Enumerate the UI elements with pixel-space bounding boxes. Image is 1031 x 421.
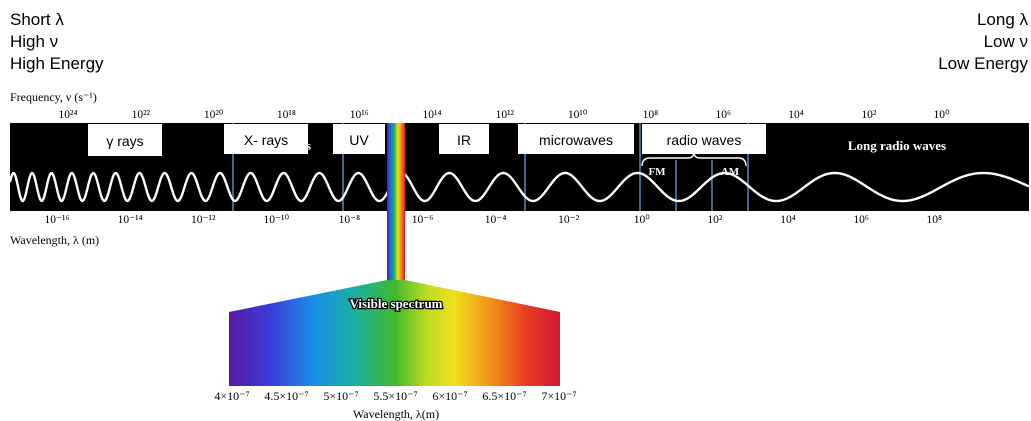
wavelength-tick-6: 10⁻⁴: [485, 214, 507, 226]
em-wave-line: [8, 171, 1030, 203]
svg-text:microwaves: microwaves: [539, 132, 613, 148]
wavelength-tick-0: 10⁻¹⁶: [44, 214, 69, 226]
visible-tick-3: 5.5×10⁻⁷: [373, 389, 417, 403]
svg-text:UV: UV: [349, 132, 369, 148]
region-label-microwaves: microwaves: [518, 124, 634, 154]
region-label-gamma: γ rays: [88, 124, 162, 156]
wavelength-tick-10: 10⁴: [780, 214, 796, 226]
frequency-tick-1: 10²²: [132, 109, 151, 121]
frequency-tick-8: 10⁸: [643, 109, 659, 121]
frequency-tick-2: 10²⁰: [204, 109, 224, 121]
wavelength-axis-label: Wavelength, λ (m): [10, 233, 99, 247]
wavelength-tick-11: 10⁶: [853, 214, 869, 226]
wavelength-tick-1: 10⁻¹⁴: [118, 214, 143, 226]
note-high-energy: High Energy: [10, 54, 104, 73]
note-high-frequency: High ν: [10, 32, 59, 51]
wavelength-tick-5: 10⁻⁶: [412, 214, 434, 226]
frequency-tick-9: 10⁶: [715, 109, 731, 121]
wavelength-tick-2: 10⁻¹²: [191, 214, 216, 226]
svg-text:radio waves: radio waves: [667, 132, 742, 148]
visible-tick-0: 4×10⁻⁷: [214, 389, 249, 403]
svg-text:IR: IR: [457, 132, 471, 148]
frequency-tick-3: 10¹⁸: [277, 109, 296, 121]
frequency-axis-label: Frequency, ν (s⁻¹): [10, 90, 97, 104]
visible-spectrum-fan: [229, 280, 560, 386]
wavelength-tick-7: 10⁻²: [558, 214, 580, 226]
wavelength-tick-labels: 10⁻¹⁶ 10⁻¹⁴ 10⁻¹² 10⁻¹⁰ 10⁻⁸ 10⁻⁶ 10⁻⁴ 10⁻² 10⁰ 1…: [44, 214, 941, 226]
visible-tick-labels: 4×10⁻⁷ 4.5×10⁻⁷ 5×10⁻⁷ 5.5×10⁻⁷ 6×10⁻⁷ 6.5×10…: [214, 389, 576, 403]
frequency-tick-10: 10⁴: [788, 109, 804, 121]
frequency-tick-6: 10¹²: [496, 109, 515, 121]
long-radio-waves-label: Long radio waves: [848, 138, 946, 153]
visible-spectrum-title: Visible spectrum: [349, 296, 442, 311]
long-wavelength-notes: Long λ Low ν Low Energy: [938, 9, 1028, 75]
svg-text:γ rays: γ rays: [106, 133, 143, 149]
region-label-uv: UV: [333, 124, 385, 154]
region-label-ir: IR: [439, 124, 489, 154]
frequency-tick-0: 10²⁴: [59, 109, 78, 121]
frequency-tick-12: 10⁰: [934, 109, 951, 121]
visible-axis-label: Wavelength, λ(m): [353, 407, 439, 421]
note-short-wavelength: Short λ: [10, 10, 64, 29]
visible-tick-5: 6.5×10⁻⁷: [482, 389, 526, 403]
frequency-tick-4: 10¹⁶: [350, 109, 369, 121]
am-label: AM: [721, 166, 740, 178]
wavelength-tick-4: 10⁻⁸: [339, 214, 361, 226]
frequency-tick-11: 10²: [861, 109, 877, 121]
note-long-wavelength: Long λ: [976, 10, 1028, 29]
visible-tick-6: 7×10⁻⁷: [541, 389, 576, 403]
wavelength-tick-3: 10⁻¹⁰: [263, 214, 289, 226]
fm-label: FM: [648, 166, 666, 178]
frequency-tick-labels: 10²⁴ 10²² 10²⁰ 10¹⁸ 10¹⁶ 10¹⁴ 10¹² 10¹⁰ 10⁸ 10⁶ 10…: [59, 109, 951, 121]
frequency-tick-5: 10¹⁴: [423, 109, 442, 121]
radio-subband-brace: [641, 151, 747, 167]
visible-beam: [387, 123, 405, 313]
wavelength-tick-12: 10⁸: [926, 214, 942, 226]
visible-tick-4: 6×10⁻⁷: [432, 389, 467, 403]
visible-tick-2: 5×10⁻⁷: [323, 389, 358, 403]
partial-hidden-label: s: [306, 138, 311, 153]
wavelength-tick-8: 10⁰: [634, 214, 651, 226]
note-low-frequency: Low ν: [983, 32, 1028, 51]
region-label-xray: X- rays: [224, 124, 308, 154]
frequency-tick-7: 10¹⁰: [568, 109, 588, 121]
svg-text:X- rays: X- rays: [244, 132, 288, 148]
region-label-radio: radio waves: [642, 124, 766, 154]
short-wavelength-notes: Short λ High ν High Energy: [10, 9, 104, 75]
visible-tick-1: 4.5×10⁻⁷: [264, 389, 308, 403]
note-low-energy: Low Energy: [938, 54, 1028, 73]
wavelength-tick-9: 10²: [707, 214, 723, 226]
